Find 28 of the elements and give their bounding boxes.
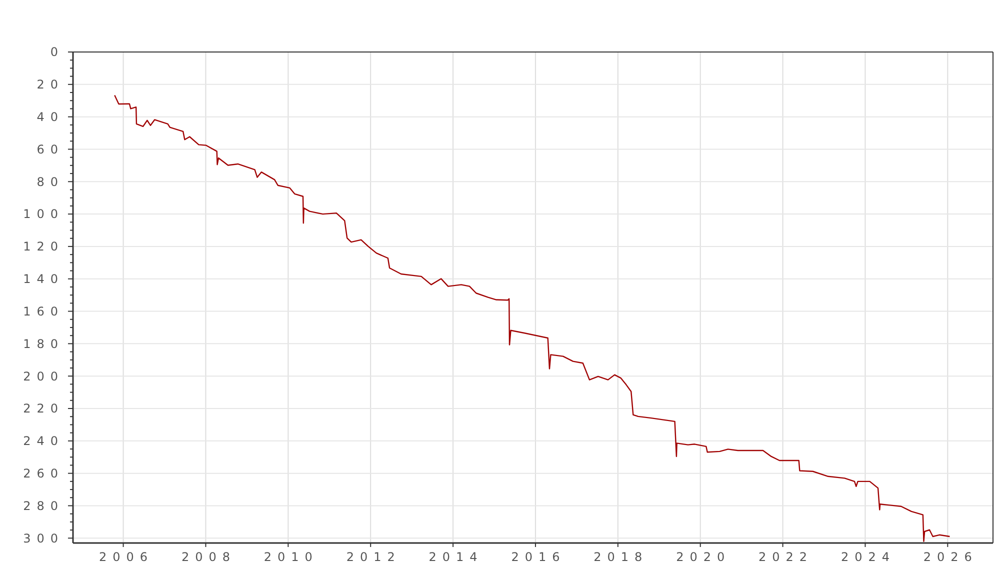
x-tick-label: 2018 [594,550,648,563]
x-tick-label: 2024 [840,550,896,563]
y-tick-label: 0 [50,45,64,60]
x-tick-label: 2026 [923,550,978,563]
x-tick-label: 2010 [264,550,318,563]
y-tick-label: 40 [36,110,64,124]
y-tick-label: 200 [23,369,64,384]
x-tick-label: 2016 [511,550,566,563]
x-tick-label: 2022 [758,550,814,563]
y-tick-label: 260 [23,466,64,481]
x-tick-label: 2014 [428,550,484,563]
y-tick-label: 120 [23,240,64,254]
x-tick-label: 2020 [676,550,731,563]
x-tick-label: 2012 [346,550,401,563]
line-series [114,94,950,542]
y-tick-label: 180 [23,336,64,351]
y-tick-label: 280 [23,498,64,513]
y-tick-label: 100 [23,207,64,222]
y-tick-label: 60 [36,142,64,156]
y-tick-label: 300 [23,531,64,546]
y-tick-label: 220 [23,402,64,416]
y-tick-label: 80 [36,174,64,189]
y-tick-label: 20 [36,78,64,92]
x-tick-label: 2008 [181,550,236,563]
y-tick-label: 240 [23,434,64,448]
y-tick-label: 160 [23,304,64,318]
y-tick-label: 140 [23,272,64,286]
x-tick-label: 2006 [99,550,154,563]
